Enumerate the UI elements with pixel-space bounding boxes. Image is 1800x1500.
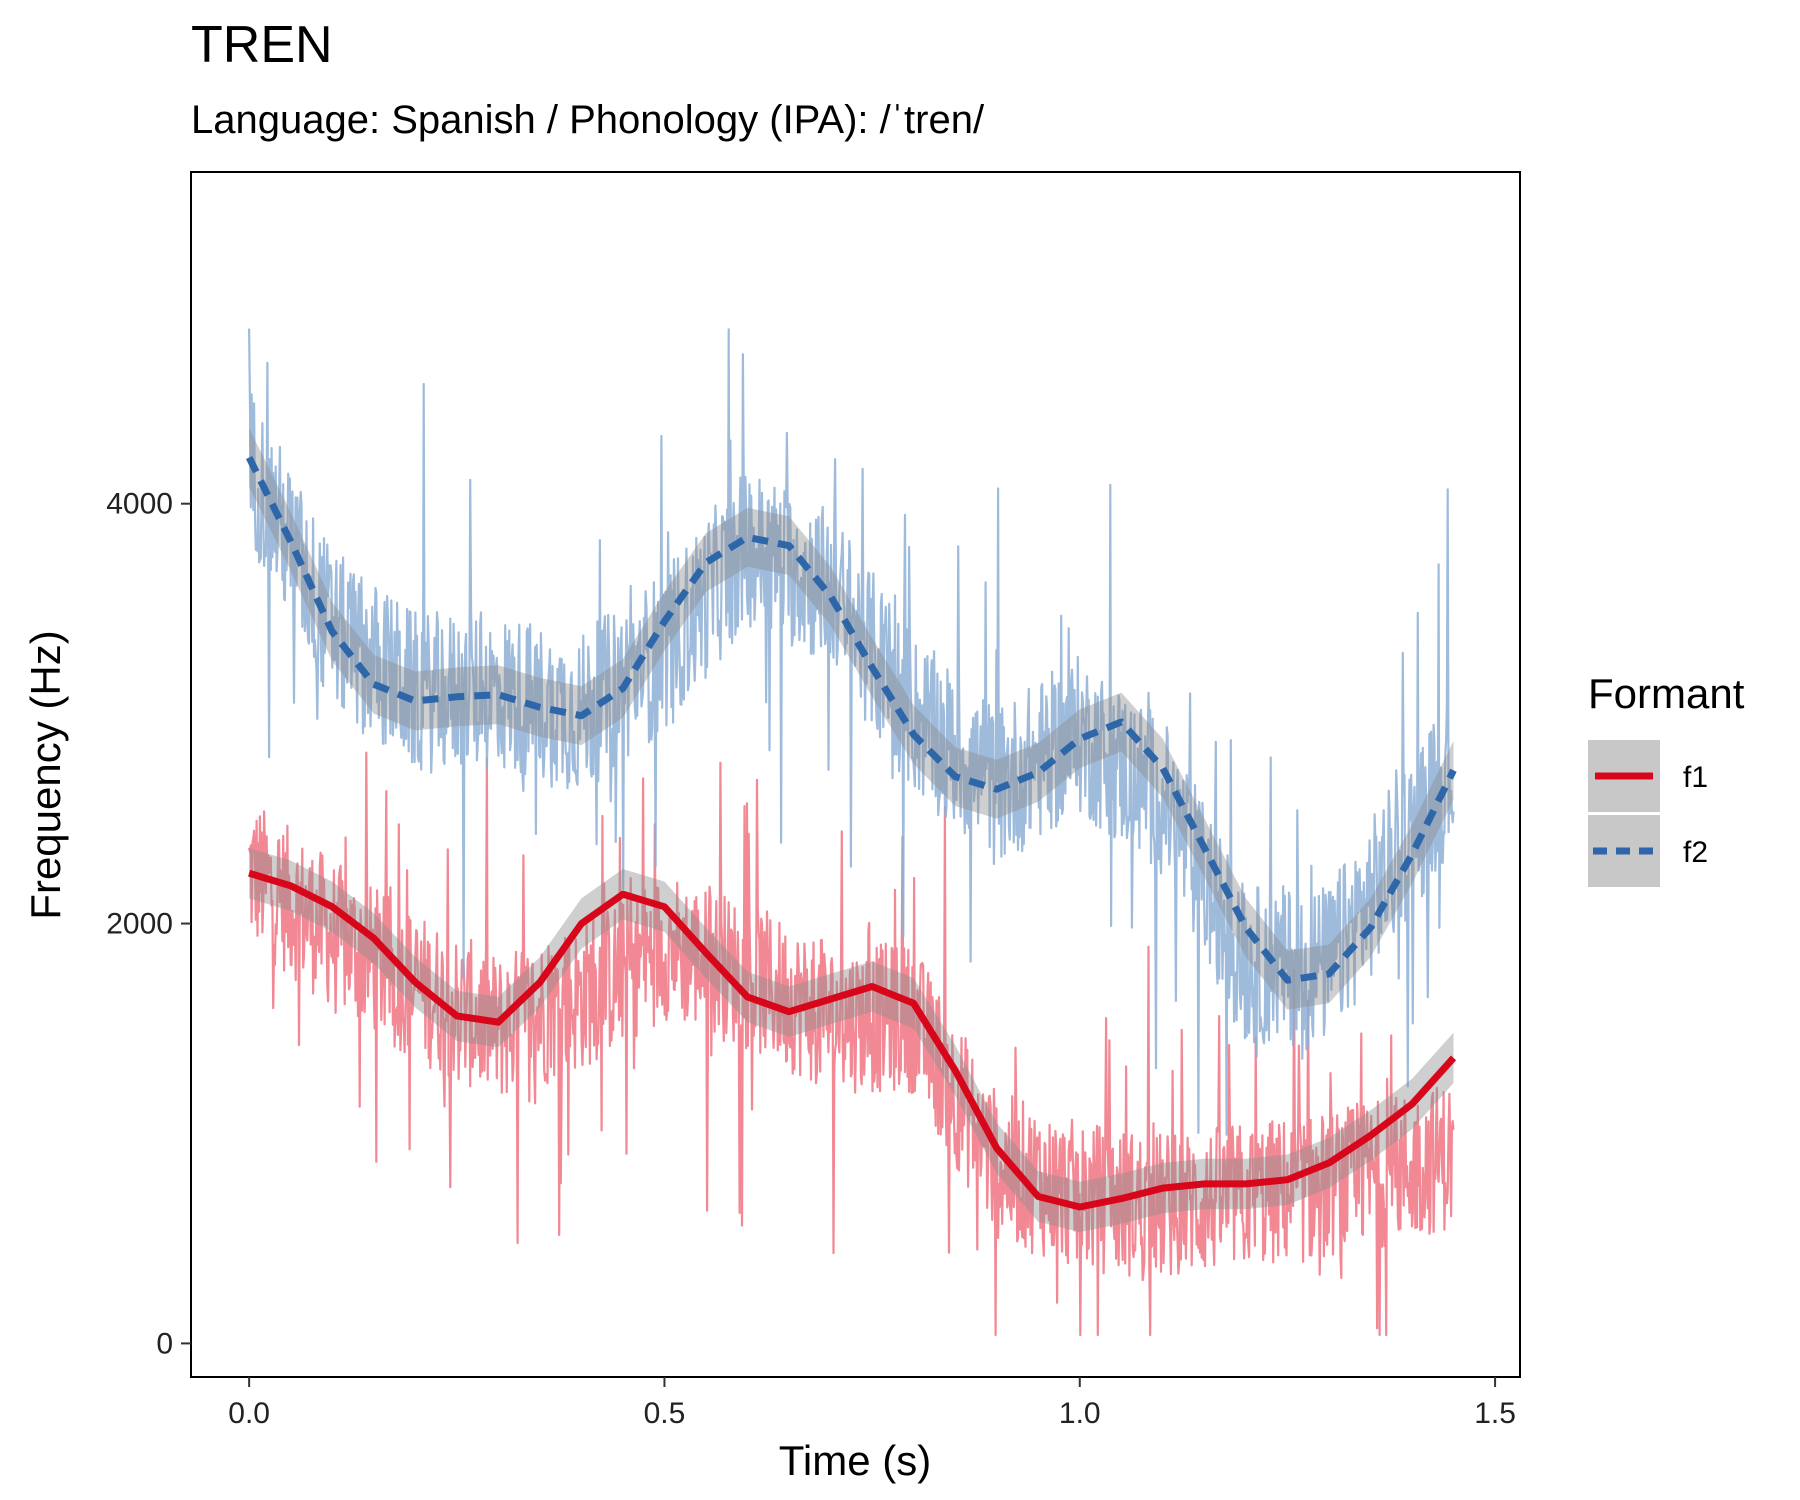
chart-title: TREN (191, 16, 333, 74)
raw-trace-layer (248, 328, 1455, 1337)
x-tick-label: 0.5 (644, 1397, 686, 1430)
x-tick-label: 0.0 (228, 1397, 270, 1430)
raw-trace-f1 (248, 751, 1455, 1337)
raw-trace-f2 (248, 328, 1455, 1136)
confidence-band-f2 (249, 428, 1454, 1010)
smooth-line-f1 (248, 869, 1457, 1211)
legend-label-f2: f2 (1683, 836, 1708, 869)
y-axis-title: Frequency (Hz) (22, 630, 69, 919)
legend-title: Formant (1588, 670, 1745, 717)
confidence-band-f1 (249, 848, 1454, 1233)
plot-area (190, 171, 1521, 1378)
y-tick-label: 4000 (106, 488, 173, 521)
x-tick-label: 1.5 (1474, 1397, 1516, 1430)
legend-label-f1: f1 (1683, 761, 1708, 794)
y-axis: 0 2000 4000 (106, 488, 191, 1360)
x-tick-label: 1.0 (1059, 1397, 1101, 1430)
plot-border (190, 171, 1521, 1378)
x-axis-title: Time (s) (779, 1437, 931, 1484)
y-tick-label: 2000 (106, 908, 173, 941)
smooth-layer (245, 428, 1457, 1233)
y-tick-label: 0 (156, 1327, 173, 1360)
legend: Formant f1 f2 (1588, 670, 1745, 887)
chart-subtitle: Language: Spanish / Phonology (IPA): /ˈt… (191, 98, 985, 142)
x-axis: 0.0 0.5 1.0 1.5 (228, 1377, 1516, 1430)
smooth-line-f2 (245, 455, 1457, 984)
